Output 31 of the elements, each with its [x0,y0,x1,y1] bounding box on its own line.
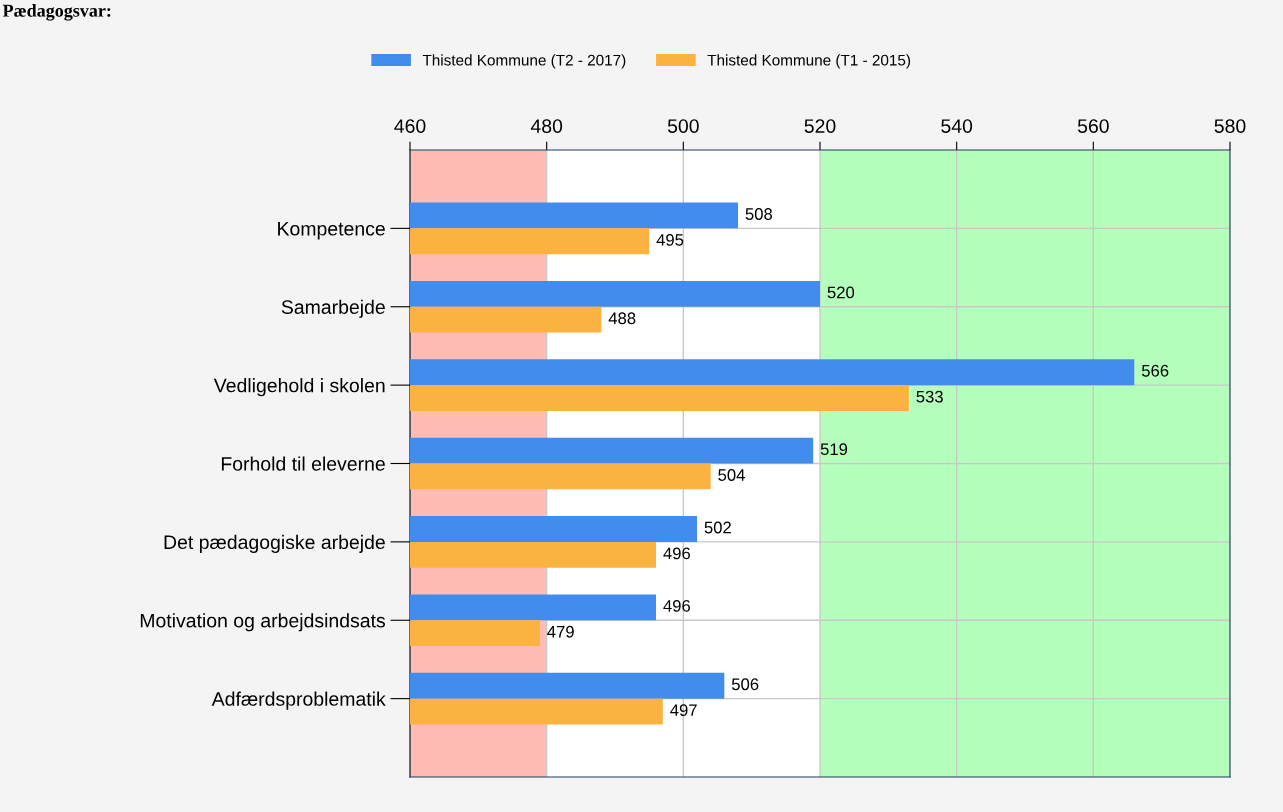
data-label: 519 [820,443,848,456]
data-label: 496 [663,599,691,612]
data-label: 488 [608,312,636,325]
y-tick-label: Vedligehold i skolen [213,378,385,397]
data-label: 479 [547,625,574,638]
data-label: 533 [916,390,943,403]
x-tick-label: 520 [804,119,836,133]
data-label: 506 [731,678,759,691]
data-label: 496 [663,547,691,560]
x-tick-label: 480 [530,119,563,133]
data-label: 520 [827,286,855,299]
y-tick-label: Forhold til eleverne [221,456,385,471]
y-tick-label: Adfærdsproblematik [211,691,386,710]
data-label: 495 [656,233,684,246]
y-tick-label: Motivation og arbejdsindsats [140,613,386,632]
data-label: 508 [745,208,773,220]
data-label: 566 [1141,364,1169,377]
legend-label: Thisted Kommune (T1 - 2015) [707,54,911,69]
legend-label: Thisted Kommune (T2 - 2017) [422,54,626,69]
data-label: 504 [718,469,745,481]
y-tick-label: Samarbejde [281,299,385,318]
x-tick-label: 500 [667,119,699,133]
text: Pædagogsvar: [2,4,111,21]
data-label: 502 [704,521,731,534]
data-label: 497 [670,704,697,717]
x-tick-label: 560 [1077,119,1109,133]
x-tick-label: 580 [1214,119,1246,133]
x-tick-label: 540 [941,119,973,133]
x-tick-label: 460 [394,119,426,133]
y-tick-label: Kompetence [278,222,385,240]
y-tick-label: Det pædagogiske arbejde [164,534,385,553]
